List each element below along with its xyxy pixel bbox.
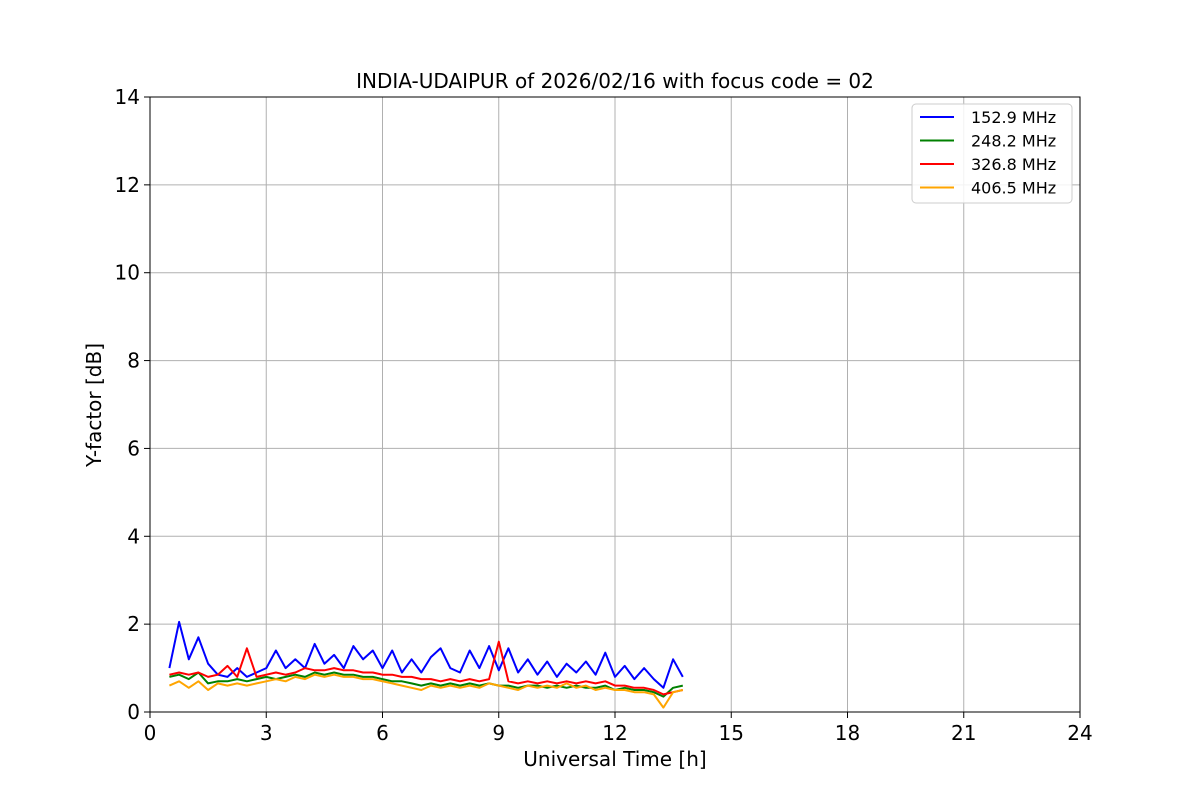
chart-title: INDIA-UDAIPUR of 2026/02/16 with focus c… xyxy=(356,69,874,93)
legend-label: 248.2 MHz xyxy=(971,132,1056,151)
y-axis-label: Y-factor [dB] xyxy=(82,343,106,468)
series-layer xyxy=(168,620,684,709)
legend-box xyxy=(911,103,1073,204)
x-tick-label: 15 xyxy=(719,721,744,745)
y-tick-label: 8 xyxy=(127,349,140,373)
y-tick-label: 6 xyxy=(127,436,140,460)
legend-label: 326.8 MHz xyxy=(971,155,1056,174)
x-tick-label: 24 xyxy=(1067,721,1092,745)
x-tick-label: 6 xyxy=(376,721,389,745)
y-tick-label: 10 xyxy=(115,261,140,285)
series-line-1 xyxy=(169,671,684,698)
x-axis-label: Universal Time [h] xyxy=(523,747,706,771)
legend-label: 406.5 MHz xyxy=(971,179,1056,198)
x-tick-label: 21 xyxy=(951,721,976,745)
y-tick-label: 12 xyxy=(115,173,140,197)
y-tick-label: 4 xyxy=(127,524,140,548)
y-tick-label: 14 xyxy=(115,85,140,109)
x-tick-label: 18 xyxy=(835,721,860,745)
y-tick-label: 2 xyxy=(127,612,140,636)
x-tick-label: 3 xyxy=(260,721,273,745)
legend: 152.9 MHz 248.2 MHz 326.8 MHz 406.5 MHz xyxy=(911,103,1073,204)
y-tick-label: 0 xyxy=(127,700,140,724)
x-tick-label: 12 xyxy=(602,721,627,745)
series-line-2 xyxy=(169,640,684,696)
x-tick-label: 0 xyxy=(144,721,157,745)
legend-label: 152.9 MHz xyxy=(971,108,1056,127)
x-tick-label: 9 xyxy=(492,721,505,745)
series-line-3 xyxy=(168,673,684,709)
